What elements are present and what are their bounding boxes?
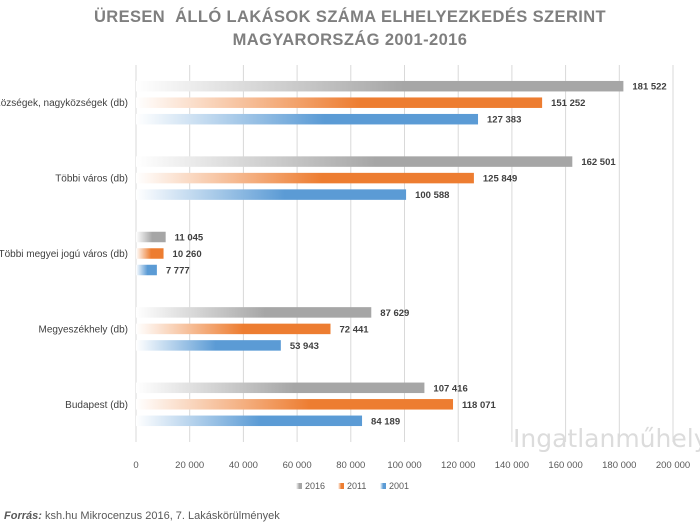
data-label: 11 045 — [175, 233, 204, 244]
legend-label-2016: 2016 — [305, 481, 325, 491]
x-tick-label: 0 — [133, 460, 138, 471]
x-tick-label: 80 000 — [336, 460, 365, 471]
x-tick-label: 20 000 — [175, 460, 204, 471]
legend: 2016 2011 2001 — [296, 481, 409, 491]
bar-2001 — [136, 189, 407, 200]
bar-2011 — [136, 248, 164, 259]
x-tick-label: 160 000 — [548, 460, 582, 471]
bar-2011 — [136, 172, 474, 184]
bar-2001 — [136, 264, 157, 276]
data-label: 162 501 — [581, 157, 616, 168]
bar-2011 — [136, 97, 543, 108]
data-label: 10 260 — [173, 249, 202, 260]
source-label: Forrás: — [4, 510, 42, 522]
category-labels: Községek, nagyközségek (db) Többi város (… — [0, 98, 128, 411]
data-label: 125 849 — [483, 174, 517, 185]
bar-2016 — [136, 307, 372, 318]
bar-2001 — [136, 113, 479, 125]
legend-label-2011: 2011 — [347, 481, 366, 491]
x-tick-label: 60 000 — [283, 460, 312, 471]
chart-title-line-1: ÜRESEN ÁLLÓ LAKÁSOK SZÁMA ELHELYEZKEDÉS … — [93, 8, 607, 26]
x-tick-label: 120 000 — [441, 460, 475, 471]
legend-swatch-2001 — [380, 483, 386, 489]
bar-2001 — [136, 415, 363, 427]
bar-2001 — [136, 340, 281, 351]
bars — [136, 80, 624, 427]
data-label: 53 943 — [290, 341, 319, 352]
category-label: Budapest (db) — [65, 400, 128, 411]
data-label: 127 383 — [487, 115, 521, 126]
chart-title-line-2: MAGYARORSZÁG 2001-2016 — [232, 31, 468, 49]
x-tick-label: 180 000 — [602, 460, 636, 471]
source-note: Forrás: ksh.hu Mikrocenzus 2016, 7. Laká… — [4, 510, 280, 522]
x-tick-label: 200 000 — [656, 460, 690, 471]
data-label: 151 252 — [551, 98, 585, 109]
data-labels: 181 522 151 252 127 383 162 501 125 849 100 5… — [166, 82, 667, 428]
category-label: Megyeszékhely (db) — [39, 324, 128, 335]
data-label: 181 522 — [632, 82, 666, 93]
legend-swatch-2016 — [296, 483, 302, 489]
legend-swatch-2011 — [338, 483, 344, 489]
data-label: 107 416 — [433, 383, 467, 394]
watermark: Ingatlanműhely — [513, 424, 700, 453]
bar-2016 — [136, 231, 166, 243]
data-label: 100 588 — [415, 190, 449, 201]
x-tick-label: 140 000 — [495, 460, 529, 471]
bar-2011 — [136, 399, 454, 410]
x-tick-label: 100 000 — [387, 460, 421, 471]
category-label: Többi megyei jogú város (db) — [0, 249, 128, 260]
x-tick-label: 40 000 — [229, 460, 258, 471]
bar-2016 — [136, 156, 573, 167]
x-axis-ticks: 0 20 000 40 000 60 000 80 000 100 000 120 000 1… — [133, 460, 690, 471]
bar-2011 — [136, 323, 331, 335]
legend-label-2001: 2001 — [389, 481, 409, 491]
data-label: 87 629 — [380, 308, 409, 319]
data-label: 84 189 — [371, 416, 400, 427]
data-label: 118 071 — [462, 400, 497, 411]
data-label: 72 441 — [340, 324, 370, 335]
category-label: Községek, nagyközségek (db) — [0, 98, 128, 109]
chart-title: ÜRESEN ÁLLÓ LAKÁSOK SZÁMA ELHELYEZKEDÉS … — [0, 6, 700, 52]
data-label: 7 777 — [166, 266, 190, 277]
source-text: ksh.hu Mikrocenzus 2016, 7. Lakáskörülmé… — [41, 510, 280, 522]
bar-2016 — [136, 80, 624, 92]
category-label: Többi város (db) — [55, 174, 128, 185]
bar-2016 — [136, 382, 425, 394]
